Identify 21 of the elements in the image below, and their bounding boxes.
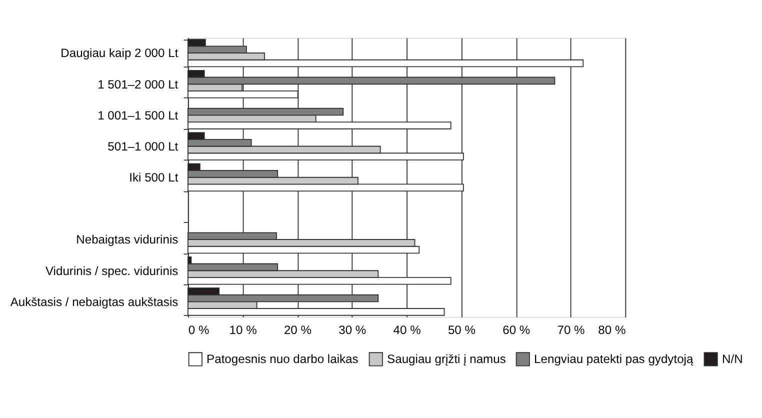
x-tick-label: 20 % <box>284 323 312 338</box>
x-tick-label: 0 % <box>188 323 210 338</box>
x-tick-label: 50 % <box>448 323 476 338</box>
legend-label: Saugiau grįžti į namus <box>387 352 506 366</box>
x-tick-label: 10 % <box>229 323 258 338</box>
x-tick-label: 80 % <box>598 323 626 338</box>
y-tick-label: 1 001–1 500 Lt <box>98 108 179 122</box>
y-tick-label: Aukštasis / nebaigtas aukštasis <box>10 294 178 309</box>
legend-label: N/N <box>722 352 743 366</box>
x-tick-label: 30 % <box>338 323 366 338</box>
y-tick-label: Iki 500 Lt <box>129 170 179 185</box>
y-tick-label: Vidurinis / spec. vidurinis <box>45 264 178 278</box>
y-tick-label: Daugiau kaip 2 000 Lt <box>60 46 179 60</box>
y-tick-label: Nebaigtas vidurinis <box>76 232 178 247</box>
y-tick-label: 501–1 000 Lt <box>108 139 179 154</box>
legend-label: Lengviau patekti pas gydytoją <box>534 352 694 366</box>
x-tick-label: 70 % <box>557 323 586 338</box>
x-tick-label: 60 % <box>502 323 530 338</box>
legend-label: Patogesnis nuo darbo laikas <box>206 352 358 366</box>
y-tick-label: 1 501–2 000 Lt <box>98 77 179 92</box>
x-tick-label: 40 % <box>393 323 422 338</box>
